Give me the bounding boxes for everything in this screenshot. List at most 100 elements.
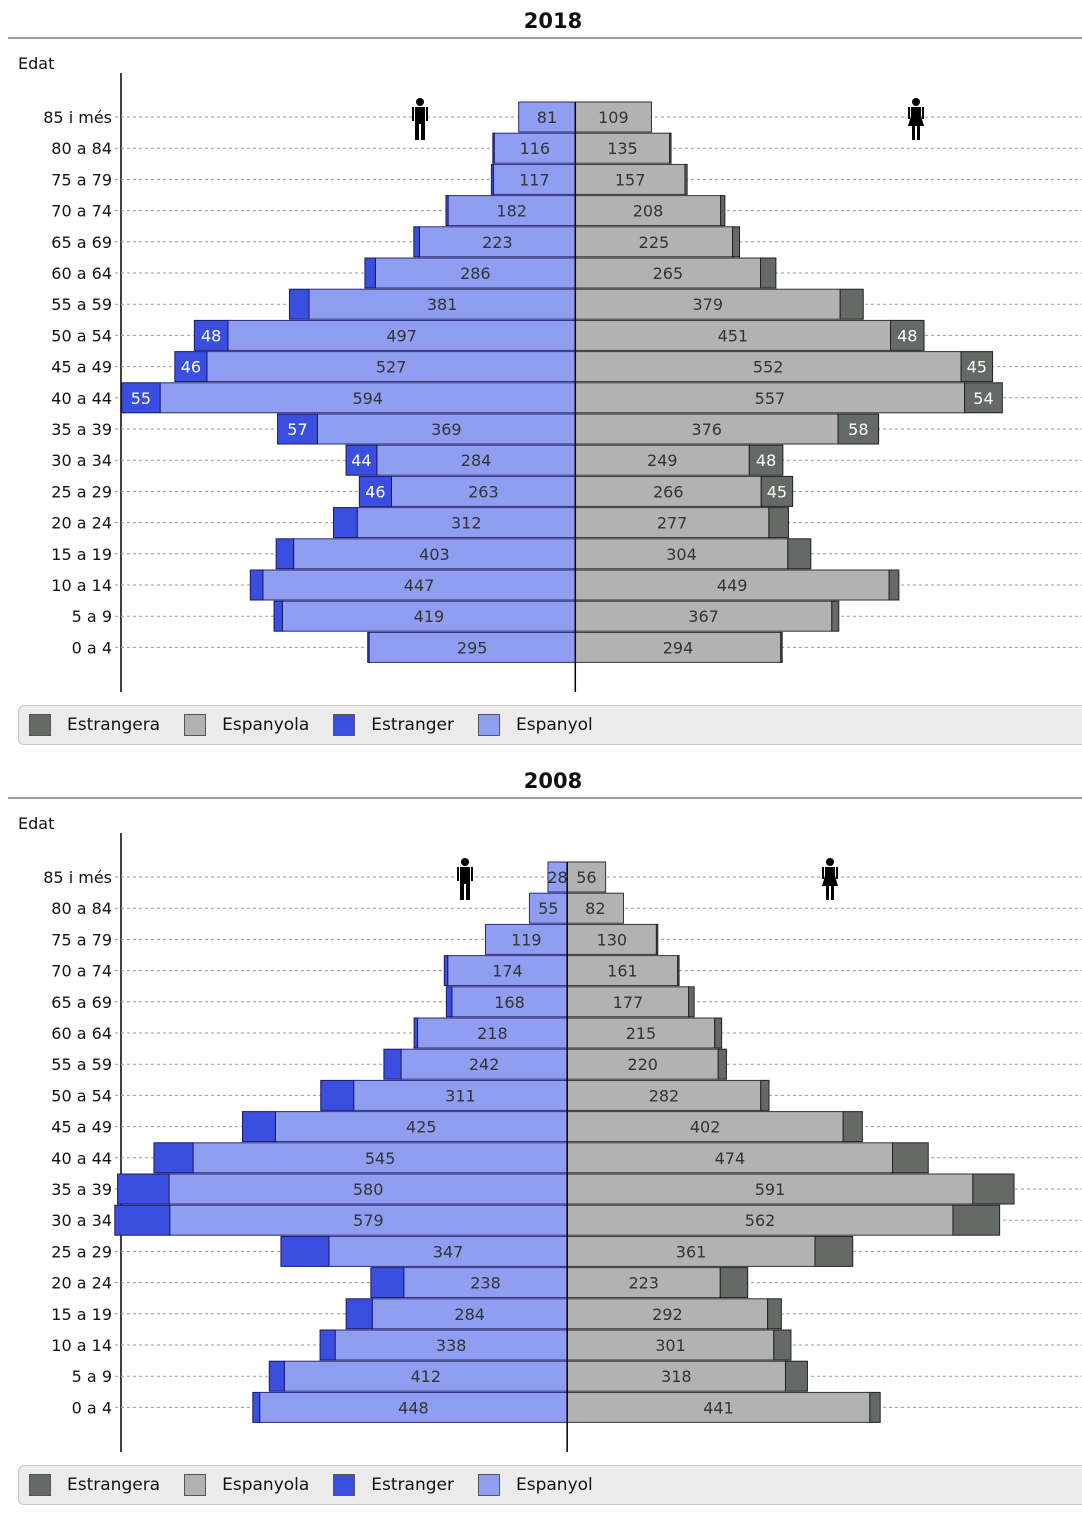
bar-male-estranger bbox=[117, 1173, 170, 1205]
value-label-male: 218 bbox=[477, 1024, 508, 1043]
bar-female-estrangera bbox=[717, 1048, 727, 1080]
value-label-male: 55 bbox=[538, 899, 558, 918]
value-label-female: 402 bbox=[690, 1118, 721, 1137]
legend-item-estranger[interactable]: Estranger bbox=[333, 714, 454, 736]
y-tick-label: 80 a 84 bbox=[51, 139, 112, 158]
y-tick-label: 25 a 29 bbox=[51, 482, 112, 501]
y-tick-label: 0 a 4 bbox=[72, 638, 112, 657]
bar-male-espanyol bbox=[328, 1235, 568, 1267]
bar-female-estrangera bbox=[889, 319, 925, 351]
bar-female-espanyola bbox=[574, 163, 686, 195]
bar-female-estrangera bbox=[831, 600, 840, 632]
bar-female-espanyola bbox=[566, 1360, 786, 1392]
bar-male-estranger bbox=[268, 1360, 285, 1392]
value-label-male: 284 bbox=[461, 451, 492, 470]
y-tick-label: 75 a 79 bbox=[51, 170, 112, 189]
bar-male-estranger bbox=[193, 319, 229, 351]
legend-item-estranger[interactable]: Estranger bbox=[333, 1474, 454, 1496]
value-label-female-foreign: 48 bbox=[756, 451, 776, 470]
bar-female-espanyola bbox=[574, 475, 762, 507]
pyramid-panel-2008: 2008 Edat 85 i més 80 a 84 75 a 79 70 a 74 65 … bbox=[0, 760, 1082, 1520]
bar-male-estranger bbox=[249, 569, 264, 601]
legend-label-estranger: Estranger bbox=[371, 1475, 454, 1495]
legend-label-estrangera: Estrangera bbox=[67, 715, 161, 735]
bar-male-estranger bbox=[114, 1204, 171, 1236]
swatch-espanyola bbox=[184, 1474, 207, 1496]
swatch-estrangera bbox=[29, 714, 51, 736]
value-label-female: 266 bbox=[653, 482, 684, 501]
y-tick-label: 50 a 54 bbox=[51, 326, 112, 345]
y-tick-label: 65 a 69 bbox=[51, 993, 112, 1012]
value-label-male: 174 bbox=[492, 962, 523, 981]
bar-female-estrangera bbox=[688, 986, 695, 1018]
bar-female-espanyola bbox=[566, 861, 607, 893]
bar-male-estranger bbox=[280, 1235, 330, 1267]
value-label-female: 441 bbox=[703, 1398, 734, 1417]
value-label-female: 56 bbox=[576, 868, 596, 887]
bar-female-estrangera bbox=[732, 226, 741, 258]
legend-item-estrangera[interactable]: Estrangera bbox=[29, 1474, 160, 1496]
y-tick-label: 85 i més bbox=[43, 868, 112, 887]
bar-male-espanyol bbox=[368, 631, 576, 663]
value-label-female-foreign: 58 bbox=[848, 420, 868, 439]
legend-item-espanyol[interactable]: Espanyol bbox=[477, 1474, 593, 1496]
pyramid-panel-2018: 2018 Edat 85 i més 80 a 84 75 a 79 70 a 74 65 … bbox=[8, 9, 1082, 745]
bar-male-estranger bbox=[445, 195, 449, 227]
bar-female-espanyola bbox=[566, 1204, 954, 1236]
value-label-male: 295 bbox=[457, 638, 488, 657]
value-label-female: 379 bbox=[692, 295, 723, 314]
bar-male-espanyol bbox=[206, 351, 576, 383]
value-label-male: 527 bbox=[376, 358, 407, 377]
legend-item-espanyola[interactable]: Espanyola bbox=[184, 714, 309, 736]
value-label-male: 81 bbox=[537, 108, 557, 127]
y-tick-label: 70 a 74 bbox=[51, 962, 112, 981]
bar-female-espanyola bbox=[566, 986, 690, 1018]
value-label-male: 312 bbox=[451, 514, 482, 533]
value-label-female: 557 bbox=[755, 389, 786, 408]
bar-female-espanyola bbox=[574, 444, 750, 476]
bar-male-estranger bbox=[273, 600, 283, 632]
value-label-female: 367 bbox=[688, 607, 719, 626]
bar-male-estranger bbox=[332, 507, 358, 539]
bar-male-estranger bbox=[443, 955, 449, 987]
legend-item-espanyola[interactable]: Espanyola bbox=[184, 1474, 309, 1496]
bar-male-espanyol bbox=[356, 507, 576, 539]
bar-male-espanyol bbox=[417, 1017, 568, 1049]
value-label-female: 282 bbox=[649, 1086, 680, 1105]
bar-female-espanyola bbox=[566, 1048, 719, 1080]
legend-item-estrangera[interactable]: Estrangera bbox=[29, 714, 160, 736]
y-axis-label: Edat bbox=[18, 814, 54, 833]
value-label-female: 449 bbox=[717, 576, 748, 595]
bar-female-espanyola bbox=[574, 319, 891, 351]
value-label-male-foreign: 44 bbox=[351, 451, 371, 470]
bar-female-estrangera bbox=[780, 631, 783, 663]
bar-female-estrangera bbox=[837, 413, 880, 445]
value-label-male: 347 bbox=[433, 1242, 464, 1261]
y-tick-label: 20 a 24 bbox=[51, 514, 112, 533]
bar-female-estrangera bbox=[684, 163, 688, 195]
y-tick-label: 55 a 59 bbox=[51, 295, 112, 314]
value-label-male: 369 bbox=[431, 420, 462, 439]
value-label-female: 249 bbox=[647, 451, 678, 470]
bar-male-espanyol bbox=[418, 226, 576, 258]
value-label-female: 318 bbox=[661, 1367, 692, 1386]
bar-female-espanyola bbox=[574, 600, 833, 632]
bar-female-estrangera bbox=[720, 195, 726, 227]
legend-item-espanyol[interactable]: Espanyol bbox=[477, 714, 593, 736]
bar-female-estrangera bbox=[760, 257, 777, 289]
bar-female-estrangera bbox=[784, 1360, 808, 1392]
legend-label-espanyola: Espanyola bbox=[222, 1475, 310, 1495]
legend-label-estrangera: Estrangera bbox=[67, 1475, 161, 1495]
bar-male-estranger bbox=[492, 132, 495, 164]
bar-female-espanyola bbox=[574, 101, 652, 133]
bar-male-estranger bbox=[345, 444, 378, 476]
value-label-female: 225 bbox=[639, 233, 670, 252]
value-label-male: 117 bbox=[519, 170, 550, 189]
bar-female-estrangera bbox=[768, 507, 789, 539]
value-label-male: 286 bbox=[460, 264, 491, 283]
y-axis-label: Edat bbox=[18, 54, 54, 73]
y-tick-label: 35 a 39 bbox=[51, 1180, 112, 1199]
bar-male-estranger bbox=[490, 163, 495, 195]
bar-female-estrangera bbox=[814, 1235, 854, 1267]
bar-male-estranger bbox=[413, 226, 420, 258]
